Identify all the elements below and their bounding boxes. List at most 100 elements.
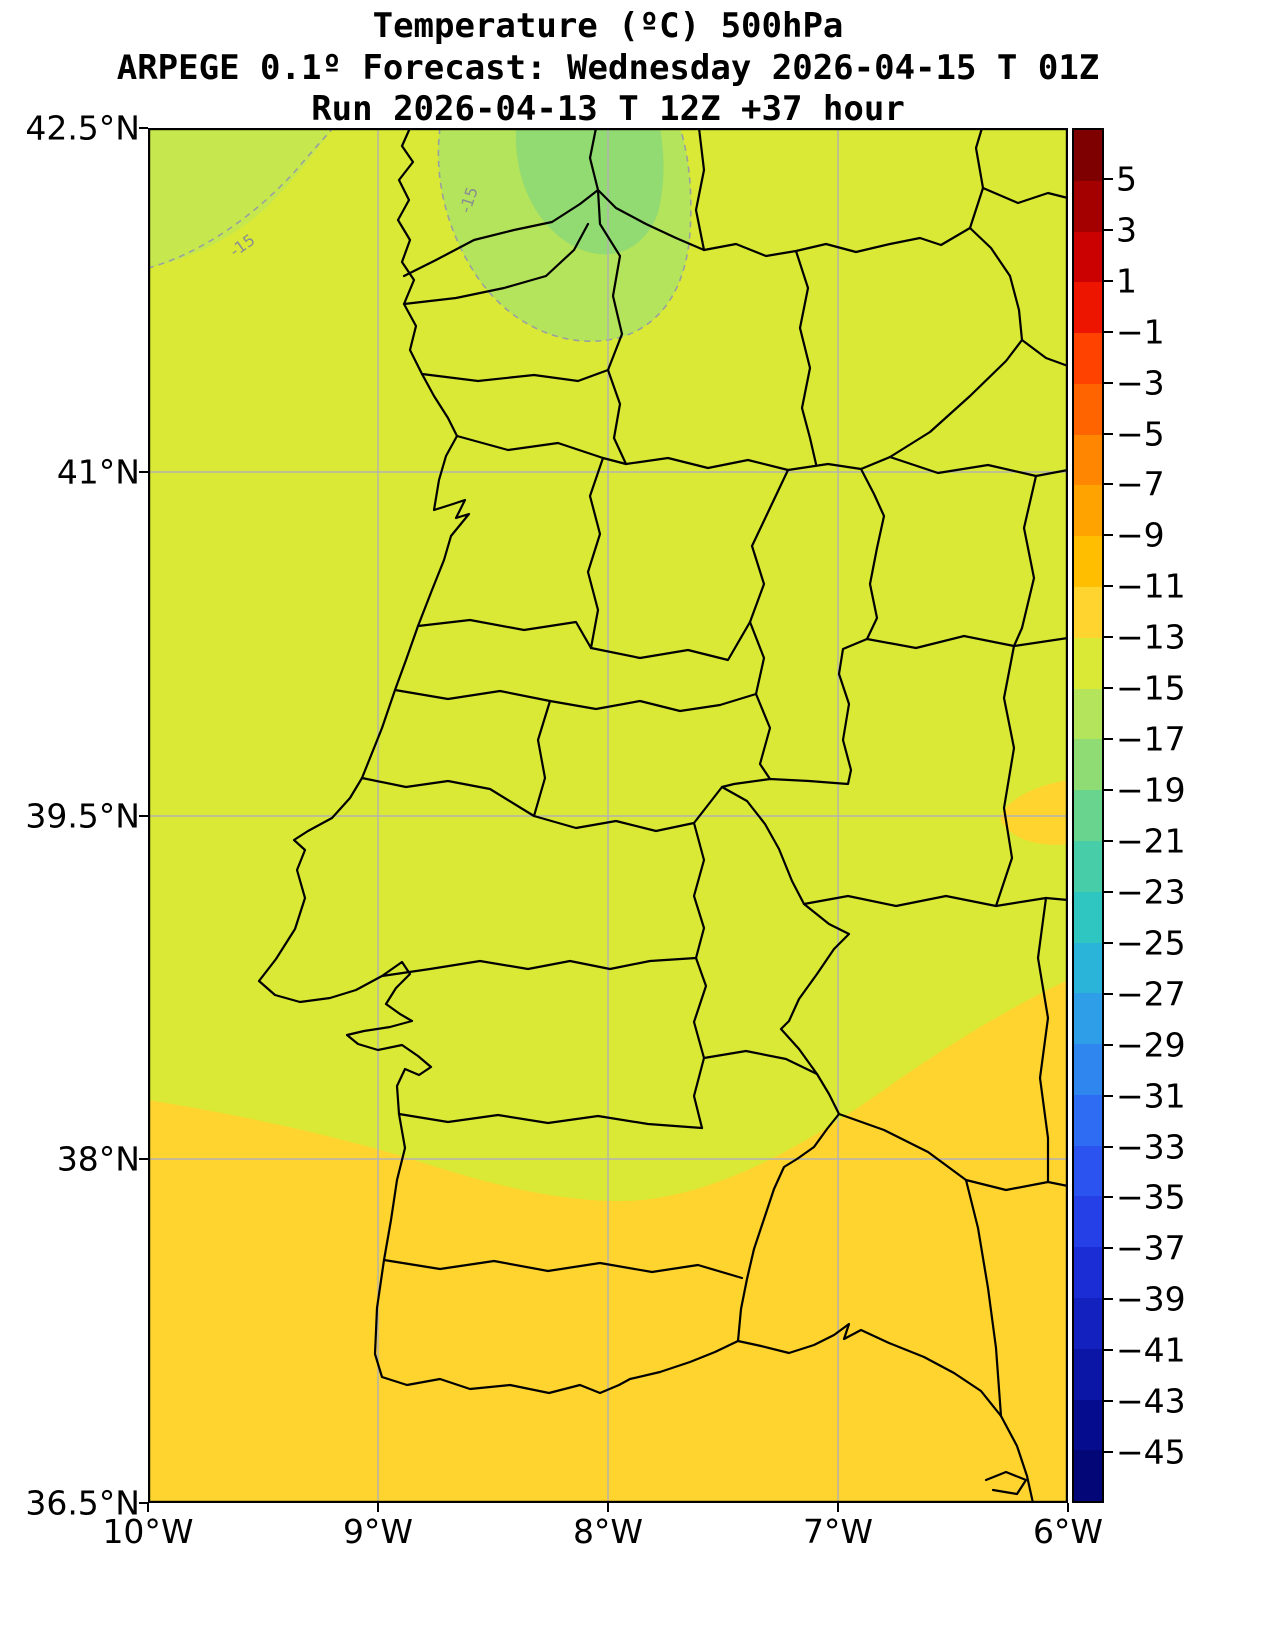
x-axis-tick-label: 6°W bbox=[1032, 1512, 1104, 1551]
colorbar-segment bbox=[1074, 180, 1102, 232]
province-boundary bbox=[968, 128, 985, 230]
colorbar-tick-mark bbox=[1104, 636, 1113, 639]
colorbar-tick-mark bbox=[1104, 228, 1113, 231]
colorbar-segment bbox=[1074, 383, 1102, 435]
district-boundary bbox=[794, 249, 818, 466]
colorbar-tick-label: −37 bbox=[1116, 1228, 1186, 1268]
colorbar-tick-mark bbox=[1104, 1145, 1113, 1148]
colorbar-segment bbox=[1074, 282, 1102, 334]
colorbar-tick-mark bbox=[1104, 789, 1113, 792]
colorbar-tick-mark bbox=[1104, 483, 1113, 486]
province-boundary bbox=[981, 186, 1068, 205]
colorbar-tick-mark bbox=[1104, 738, 1113, 741]
x-axis-tick-mark bbox=[1067, 1503, 1069, 1512]
district-boundary bbox=[532, 699, 552, 818]
colorbar-segment bbox=[1074, 587, 1102, 638]
province-boundary bbox=[964, 1178, 1003, 1418]
colorbar-segment bbox=[1074, 231, 1102, 283]
district-boundary bbox=[692, 821, 706, 960]
colorbar-tick-mark bbox=[1104, 1094, 1113, 1097]
colorbar-segment bbox=[1074, 1247, 1102, 1298]
colorbar-segment bbox=[1074, 840, 1102, 892]
colorbar-segment bbox=[1074, 891, 1102, 943]
chart-forecast-subtitle: ARPEGE 0.1º Forecast: Wednesday 2026-04-… bbox=[116, 48, 1100, 88]
colorbar-segment bbox=[1074, 1450, 1102, 1502]
colorbar-tick-label: −45 bbox=[1116, 1432, 1186, 1472]
district-boundary bbox=[692, 956, 708, 1130]
graticule bbox=[148, 128, 1068, 1503]
contour-minus15-nw bbox=[148, 128, 334, 269]
colorbar-segment bbox=[1074, 688, 1102, 740]
colorbar-tick-label: −5 bbox=[1116, 414, 1165, 454]
colorbar-segment bbox=[1074, 993, 1102, 1045]
y-axis-tick-mark bbox=[139, 127, 148, 129]
colorbar-tick-label: −23 bbox=[1116, 872, 1186, 912]
district-boundary bbox=[748, 620, 772, 781]
colorbar-tick-mark bbox=[1104, 992, 1113, 995]
y-axis-tick-mark bbox=[139, 814, 148, 817]
colorbar-tick-label: −7 bbox=[1116, 464, 1165, 504]
x-axis-tick-mark bbox=[377, 1503, 379, 1512]
colorbar-segment bbox=[1074, 1297, 1102, 1349]
y-axis-tick-label: 41°N bbox=[56, 452, 140, 492]
colorbar-tick-label: −19 bbox=[1116, 770, 1186, 810]
district-boundary bbox=[596, 188, 624, 372]
x-axis-tick-label: 9°W bbox=[342, 1512, 414, 1551]
colorbar-segment bbox=[1074, 1348, 1102, 1400]
district-boundary bbox=[455, 434, 863, 472]
district-boundary bbox=[382, 1258, 744, 1280]
colorbar-tick-mark bbox=[1104, 534, 1113, 537]
y-axis-tick-label: 38°N bbox=[56, 1139, 140, 1179]
colorbar-segment bbox=[1074, 434, 1102, 486]
y-axis-tick-label: 36.5°N bbox=[25, 1483, 140, 1523]
colorbar-segment bbox=[1074, 1044, 1102, 1095]
x-axis-tick-label: 8°W bbox=[572, 1512, 644, 1551]
district-boundary bbox=[548, 692, 758, 713]
colorbar-tick-label: −15 bbox=[1116, 668, 1186, 708]
colorbar-tick-mark bbox=[1104, 279, 1113, 282]
colorbar-tick-mark bbox=[1104, 1349, 1113, 1352]
colorbar-tick-label: −27 bbox=[1116, 974, 1186, 1014]
colorbar-tick-mark bbox=[1104, 1400, 1113, 1403]
district-boundary bbox=[532, 785, 724, 833]
district-boundary bbox=[702, 1049, 819, 1076]
district-boundary bbox=[380, 956, 698, 978]
colorbar-tick-label: −13 bbox=[1116, 617, 1186, 657]
district-boundary bbox=[360, 776, 536, 818]
colorbar-segment bbox=[1074, 1145, 1102, 1197]
x-axis-tick-mark bbox=[837, 1503, 839, 1512]
colorbar-segment bbox=[1074, 1399, 1102, 1451]
province-boundary bbox=[865, 634, 1068, 650]
colorbar-segment bbox=[1074, 1094, 1102, 1146]
colorbar-tick-mark bbox=[1104, 1196, 1113, 1199]
colorbar-tick-label: −9 bbox=[1116, 515, 1165, 555]
colorbar-tick-label: −35 bbox=[1116, 1177, 1186, 1217]
colorbar-tick-mark bbox=[1104, 330, 1113, 333]
district-boundary bbox=[586, 456, 605, 650]
colorbar-tick-mark bbox=[1104, 585, 1113, 588]
colorbar-tick-mark bbox=[1104, 1451, 1113, 1454]
y-axis-tick-label: 42.5°N bbox=[25, 108, 140, 148]
colorbar-tick-label: −3 bbox=[1116, 363, 1165, 403]
colorbar-tick-label: 5 bbox=[1116, 159, 1137, 199]
province-boundary bbox=[984, 1470, 1028, 1496]
x-axis-tick-mark bbox=[607, 1503, 609, 1512]
colorbar-tick-mark bbox=[1104, 1298, 1113, 1301]
colorbar-segment bbox=[1074, 333, 1102, 384]
colorbar-tick-label: −41 bbox=[1116, 1330, 1186, 1370]
boundaries-group bbox=[257, 128, 1068, 1503]
y-axis-tick-mark bbox=[139, 470, 148, 473]
x-axis-tick-mark bbox=[147, 1503, 149, 1512]
y-axis-tick-mark bbox=[139, 1502, 148, 1504]
colorbar-tick-label: −31 bbox=[1116, 1076, 1186, 1116]
colorbar-tick-mark bbox=[1104, 432, 1113, 435]
province-boundary bbox=[1036, 896, 1050, 1184]
colorbar-tick-label: −43 bbox=[1116, 1381, 1186, 1421]
province-boundary bbox=[994, 644, 1016, 908]
colorbar-tick-mark bbox=[1104, 1043, 1113, 1046]
x-axis-tick-label: 7°W bbox=[802, 1512, 874, 1551]
province-boundary bbox=[1020, 338, 1068, 368]
coastline-path bbox=[257, 128, 1035, 1503]
province-boundary bbox=[588, 128, 600, 192]
